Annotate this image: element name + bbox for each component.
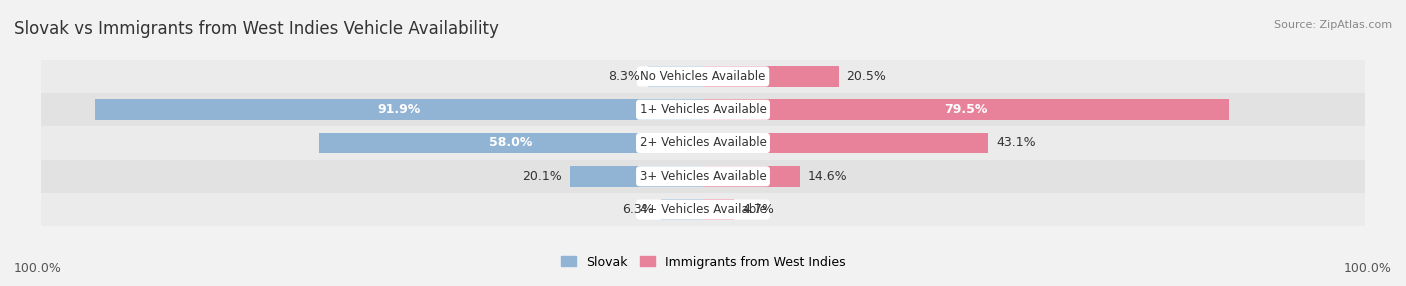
Bar xyxy=(703,166,800,186)
Bar xyxy=(96,100,703,120)
Text: 58.0%: 58.0% xyxy=(489,136,533,150)
Bar xyxy=(703,100,1229,120)
Bar xyxy=(703,66,838,87)
Bar xyxy=(41,160,1365,193)
Text: Source: ZipAtlas.com: Source: ZipAtlas.com xyxy=(1274,20,1392,30)
Bar xyxy=(41,193,1365,226)
Text: 20.5%: 20.5% xyxy=(846,70,886,83)
Bar xyxy=(661,199,703,220)
Text: 91.9%: 91.9% xyxy=(377,103,420,116)
Bar xyxy=(319,133,703,153)
Text: 43.1%: 43.1% xyxy=(995,136,1036,150)
Text: 4+ Vehicles Available: 4+ Vehicles Available xyxy=(640,203,766,216)
Text: 100.0%: 100.0% xyxy=(1344,262,1392,275)
Text: No Vehicles Available: No Vehicles Available xyxy=(640,70,766,83)
Text: 6.3%: 6.3% xyxy=(621,203,654,216)
Text: 14.6%: 14.6% xyxy=(807,170,848,183)
Bar xyxy=(569,166,703,186)
Bar xyxy=(703,133,988,153)
Legend: Slovak, Immigrants from West Indies: Slovak, Immigrants from West Indies xyxy=(561,255,845,269)
Text: 79.5%: 79.5% xyxy=(945,103,987,116)
Bar xyxy=(41,126,1365,160)
Text: 8.3%: 8.3% xyxy=(609,70,640,83)
Bar xyxy=(41,93,1365,126)
Text: 3+ Vehicles Available: 3+ Vehicles Available xyxy=(640,170,766,183)
Text: 20.1%: 20.1% xyxy=(522,170,562,183)
Text: 100.0%: 100.0% xyxy=(14,262,62,275)
Text: 1+ Vehicles Available: 1+ Vehicles Available xyxy=(640,103,766,116)
Text: 4.7%: 4.7% xyxy=(742,203,773,216)
Text: 2+ Vehicles Available: 2+ Vehicles Available xyxy=(640,136,766,150)
Bar xyxy=(41,60,1365,93)
Bar xyxy=(703,199,734,220)
Text: Slovak vs Immigrants from West Indies Vehicle Availability: Slovak vs Immigrants from West Indies Ve… xyxy=(14,20,499,38)
Bar xyxy=(648,66,703,87)
